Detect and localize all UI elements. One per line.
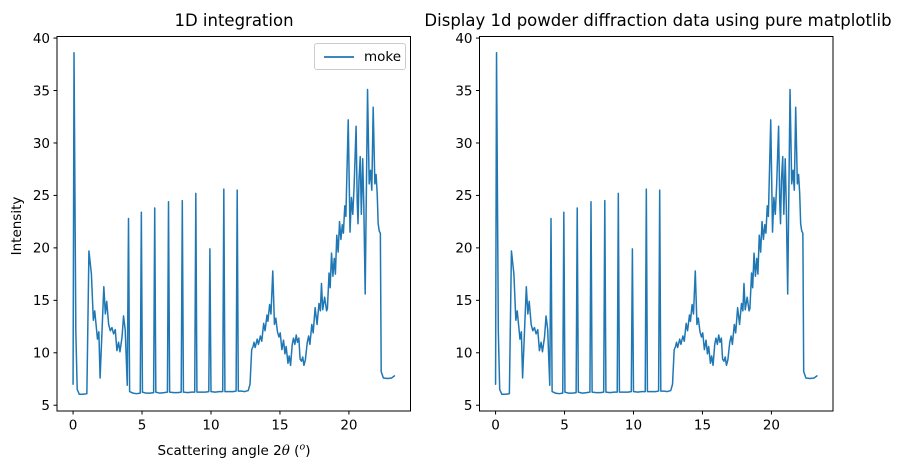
- left-plot-ylabel: Intensity: [9, 196, 25, 256]
- left-axes-spines: [56, 36, 411, 412]
- x-tick-label: 0: [491, 418, 500, 434]
- legend-box: moke: [314, 43, 406, 70]
- y-tick-label: 20: [33, 241, 50, 257]
- y-tick-label: 15: [33, 293, 50, 309]
- y-tick-label: 10: [33, 346, 50, 362]
- left-y-ticks: 5 10 15 20 25 30 35 40: [33, 31, 57, 414]
- right-plot-title: Display 1d powder diffraction data using…: [424, 11, 892, 30]
- xlabel-close-paren: ): [305, 443, 311, 459]
- y-tick-label: 35: [455, 83, 472, 99]
- x-tick-label: 15: [694, 418, 711, 434]
- left-axes: 0 5 10 15 20 5 10 15 20 25 30 35 40: [33, 31, 411, 434]
- legend-label: moke: [364, 48, 402, 65]
- x-tick-label: 10: [625, 418, 642, 434]
- right-axes: 0 5 10 15 20 5 10 15 20 25 30 35 40: [455, 31, 834, 434]
- x-tick-label: 10: [202, 418, 219, 434]
- y-tick-label: 25: [33, 188, 50, 204]
- y-tick-label: 15: [455, 293, 472, 309]
- x-tick-label: 5: [560, 418, 569, 434]
- legend-line-sample: [324, 55, 354, 58]
- xlabel-theta: θ: [281, 443, 290, 459]
- right-data-line-moke: [494, 52, 818, 395]
- left-x-ticks: 0 5 10 15 20: [69, 411, 358, 434]
- y-tick-label: 40: [33, 31, 50, 47]
- xlabel-open-paren: (: [289, 443, 300, 459]
- y-tick-label: 30: [33, 136, 50, 152]
- right-axes-spines: [479, 36, 834, 412]
- right-x-ticks: 0 5 10 15 20: [491, 411, 780, 434]
- y-tick-label: 5: [464, 398, 473, 414]
- x-tick-label: 20: [763, 418, 780, 434]
- xlabel-prefix: Scattering angle 2: [157, 443, 282, 459]
- right-y-ticks: 5 10 15 20 25 30 35 40: [455, 31, 480, 414]
- y-tick-label: 30: [455, 136, 472, 152]
- y-tick-label: 25: [455, 188, 472, 204]
- x-tick-label: 5: [138, 418, 147, 434]
- y-tick-label: 5: [41, 398, 50, 414]
- x-tick-label: 0: [69, 418, 78, 434]
- y-tick-label: 20: [455, 241, 472, 257]
- x-tick-label: 20: [340, 418, 357, 434]
- left-data-line-moke: [72, 52, 396, 395]
- y-tick-label: 10: [455, 346, 472, 362]
- left-plot-xlabel: Scattering angle 2θ (o): [157, 441, 311, 459]
- left-plot-title: 1D integration: [174, 11, 294, 30]
- xlabel-degree-sup: o: [299, 441, 306, 453]
- y-tick-label: 35: [33, 83, 50, 99]
- x-tick-label: 15: [271, 418, 288, 434]
- y-tick-label: 40: [455, 31, 472, 47]
